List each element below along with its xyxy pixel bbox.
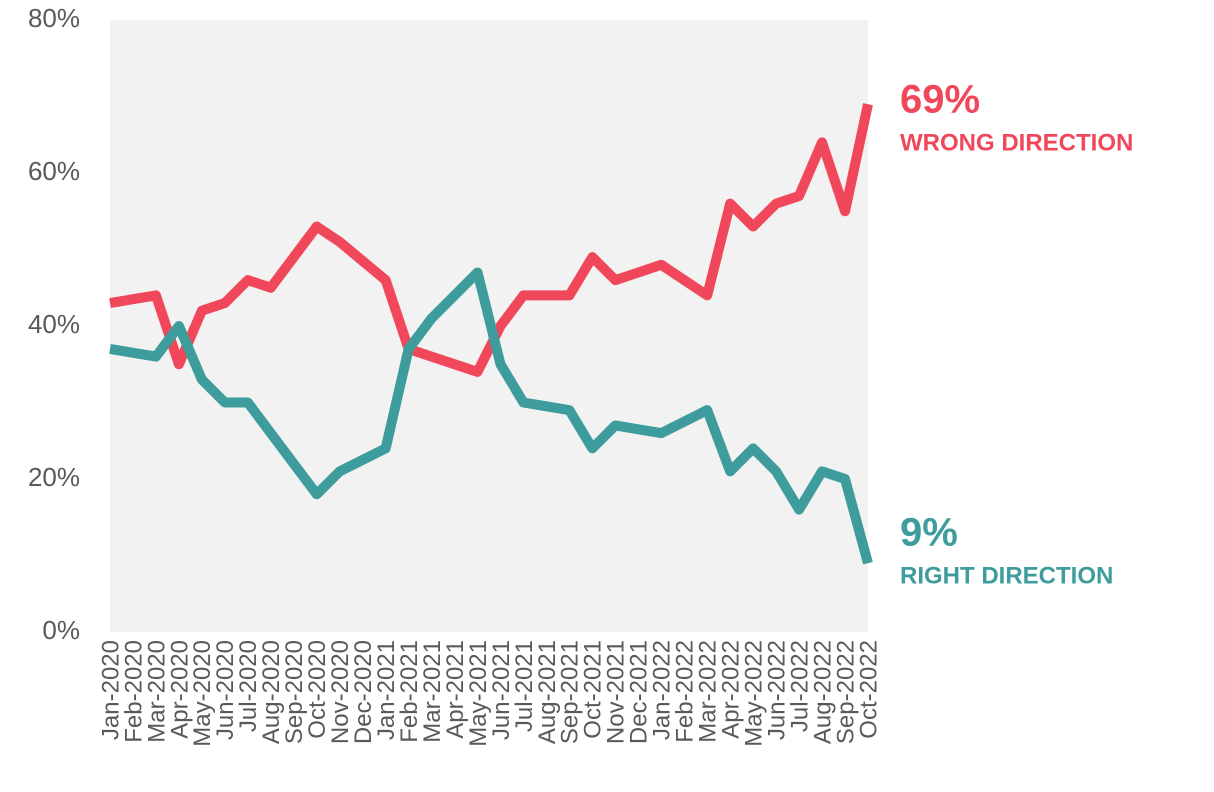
end-value-label: 9% xyxy=(900,511,958,555)
series-line xyxy=(109,267,873,565)
y-tick-label: 40% xyxy=(28,309,80,339)
y-tick-label: 0% xyxy=(42,615,80,645)
x-tick-label: May-2021 xyxy=(465,640,492,747)
x-tick-label: Jan-2021 xyxy=(373,640,400,740)
x-tick-label: Oct-2021 xyxy=(580,640,607,739)
x-tick-label: Oct-2020 xyxy=(304,640,331,739)
x-tick-label: Feb-2021 xyxy=(396,640,423,743)
x-tick-label: Feb-2020 xyxy=(120,640,147,743)
x-tick-label: Sep-2022 xyxy=(832,640,859,744)
x-tick-label: Jun-2022 xyxy=(763,640,790,740)
x-tick-label: Mar-2020 xyxy=(143,640,170,743)
x-tick-label: Mar-2022 xyxy=(695,640,722,743)
x-tick-label: Dec-2021 xyxy=(626,640,653,744)
x-tick-label: Jul-2022 xyxy=(786,640,813,732)
x-tick-label: Jun-2021 xyxy=(488,640,515,740)
y-tick-label: 80% xyxy=(28,3,80,33)
x-tick-label: Apr-2022 xyxy=(718,640,745,739)
x-tick-label: Nov-2020 xyxy=(327,640,354,744)
x-tick-label: Jun-2020 xyxy=(212,640,239,740)
end-value-label: 69% xyxy=(900,78,980,122)
x-tick-label: Sep-2020 xyxy=(281,640,308,744)
x-tick-label: May-2022 xyxy=(740,640,767,747)
x-tick-label: Jul-2021 xyxy=(511,640,538,732)
x-tick-label: Sep-2021 xyxy=(557,640,584,744)
x-tick-label: May-2020 xyxy=(189,640,216,747)
x-tick-label: Apr-2020 xyxy=(166,640,193,739)
x-tick-label: Mar-2021 xyxy=(419,640,446,743)
x-tick-label: Feb-2022 xyxy=(672,640,699,743)
x-tick-label: Oct-2022 xyxy=(855,640,882,739)
y-tick-label: 20% xyxy=(28,462,80,492)
x-tick-label: Jul-2020 xyxy=(235,640,262,732)
x-tick-label: Aug-2020 xyxy=(258,640,285,744)
x-tick-label: Dec-2020 xyxy=(350,640,377,744)
y-tick-label: 60% xyxy=(28,156,80,186)
series-label: RIGHT DIRECTION xyxy=(900,562,1113,589)
x-tick-label: Jan-2022 xyxy=(649,640,676,740)
x-tick-label: Aug-2022 xyxy=(809,640,836,744)
x-tick-label: Jan-2020 xyxy=(97,640,124,740)
x-tick-label: Apr-2021 xyxy=(442,640,469,739)
series-label: WRONG DIRECTION xyxy=(900,129,1133,156)
x-tick-label: Nov-2021 xyxy=(603,640,630,744)
series-line xyxy=(109,103,873,377)
x-tick-label: Aug-2021 xyxy=(534,640,561,744)
